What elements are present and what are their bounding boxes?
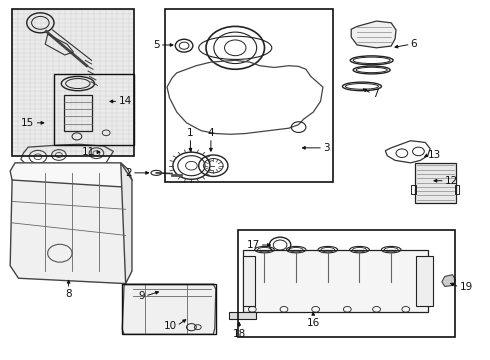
Bar <box>12 9 134 156</box>
Bar <box>229 312 256 319</box>
Bar <box>238 230 455 337</box>
Text: 14: 14 <box>118 96 132 107</box>
Polygon shape <box>122 284 216 334</box>
Text: 3: 3 <box>323 143 330 153</box>
Bar <box>243 249 428 312</box>
Text: 9: 9 <box>139 291 145 301</box>
Text: 15: 15 <box>21 118 34 128</box>
Polygon shape <box>351 21 396 48</box>
Bar <box>411 185 416 194</box>
Bar <box>415 163 456 203</box>
Bar <box>122 284 216 334</box>
Text: 10: 10 <box>164 321 177 331</box>
Bar <box>243 256 255 306</box>
Text: 11: 11 <box>82 147 95 157</box>
Text: 12: 12 <box>445 176 458 186</box>
Polygon shape <box>10 163 132 187</box>
Text: 1: 1 <box>187 128 194 138</box>
Text: 19: 19 <box>460 282 473 292</box>
Polygon shape <box>442 275 456 287</box>
Text: 6: 6 <box>411 39 417 49</box>
Polygon shape <box>121 163 132 284</box>
Text: 18: 18 <box>233 329 246 339</box>
Text: 4: 4 <box>208 128 214 138</box>
Bar <box>455 185 460 194</box>
Text: 5: 5 <box>153 40 160 50</box>
Text: 16: 16 <box>307 318 320 328</box>
Bar <box>12 9 134 156</box>
Polygon shape <box>10 180 128 284</box>
Text: 13: 13 <box>428 150 441 160</box>
Text: 7: 7 <box>372 89 378 99</box>
Bar <box>64 95 92 131</box>
Text: 17: 17 <box>246 240 260 250</box>
Text: 2: 2 <box>125 168 132 178</box>
Text: 8: 8 <box>65 289 72 299</box>
Bar <box>416 256 433 306</box>
Bar <box>165 9 333 182</box>
Bar <box>54 73 134 145</box>
